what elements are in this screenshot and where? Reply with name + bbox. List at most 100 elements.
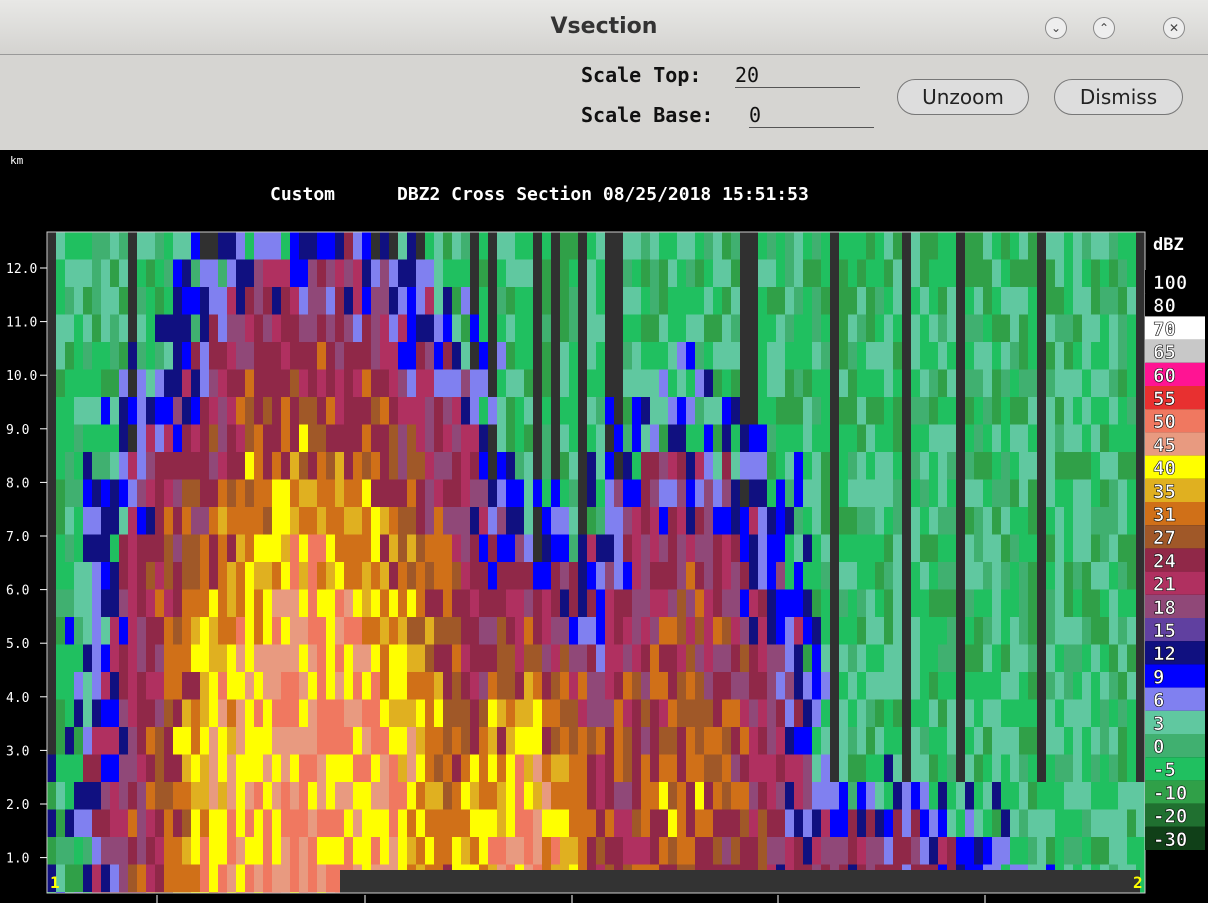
close[interactable]: ✕ xyxy=(1163,17,1185,39)
heat-cell xyxy=(209,590,218,618)
heat-cell xyxy=(497,837,506,865)
heat-cell xyxy=(479,370,488,398)
unzoom-button[interactable]: Unzoom xyxy=(897,79,1029,115)
heat-cell xyxy=(1064,590,1073,618)
dismiss-button[interactable]: Dismiss xyxy=(1054,79,1183,115)
heat-cell xyxy=(146,727,155,755)
heat-cell xyxy=(695,562,704,590)
heat-cell xyxy=(731,755,740,783)
heat-cell xyxy=(1100,837,1109,865)
heat-cell xyxy=(272,590,281,618)
heat-cell xyxy=(200,810,209,838)
heat-cell xyxy=(605,480,614,508)
heat-cell xyxy=(857,645,866,673)
heat-cell xyxy=(920,480,929,508)
heat-cell xyxy=(830,397,839,425)
heat-cell xyxy=(506,480,515,508)
heat-cell xyxy=(227,535,236,563)
heat-cell xyxy=(623,480,632,508)
heat-cell xyxy=(956,562,965,590)
heat-cell xyxy=(668,342,677,370)
heat-cell xyxy=(659,562,668,590)
scale-top-input[interactable]: 20 xyxy=(735,63,860,88)
heat-cell xyxy=(164,370,173,398)
heat-cell xyxy=(677,645,686,673)
heat-cell xyxy=(236,672,245,700)
heat-cell xyxy=(290,672,299,700)
heat-cell xyxy=(668,480,677,508)
heat-cell xyxy=(479,342,488,370)
heat-cell xyxy=(731,342,740,370)
heat-cell xyxy=(965,617,974,645)
scale-base-input[interactable]: 0 xyxy=(749,103,874,128)
heat-cell xyxy=(128,452,137,480)
heat-cell xyxy=(497,810,506,838)
heat-cell xyxy=(452,782,461,810)
heat-cell xyxy=(785,397,794,425)
heat-cell xyxy=(308,782,317,810)
heat-cell xyxy=(335,810,344,838)
heat-cell xyxy=(173,727,182,755)
heat-cell xyxy=(245,260,254,288)
heat-cell xyxy=(623,782,632,810)
heat-cell xyxy=(794,342,803,370)
heat-cell xyxy=(155,562,164,590)
heat-cell xyxy=(209,865,218,893)
heat-cell xyxy=(506,232,515,260)
heat-cell xyxy=(101,507,110,535)
heat-cell xyxy=(1028,590,1037,618)
heat-cell xyxy=(866,672,875,700)
heat-cell xyxy=(425,480,434,508)
heat-cell xyxy=(470,370,479,398)
heat-cell xyxy=(740,672,749,700)
heat-cell xyxy=(1019,590,1028,618)
heat-cell xyxy=(920,287,929,315)
heat-cell xyxy=(488,672,497,700)
heat-cell xyxy=(1127,507,1136,535)
heat-cell xyxy=(1073,480,1082,508)
heat-cell xyxy=(200,727,209,755)
heat-cell xyxy=(236,700,245,728)
heat-cell xyxy=(1055,672,1064,700)
heat-cell xyxy=(326,370,335,398)
heat-cell xyxy=(434,315,443,343)
heat-cell xyxy=(587,837,596,865)
heat-cell xyxy=(434,755,443,783)
minimize[interactable]: ⌄ xyxy=(1045,17,1067,39)
heat-cell xyxy=(812,397,821,425)
heat-cell xyxy=(281,700,290,728)
heat-cell xyxy=(587,755,596,783)
heat-cell xyxy=(785,287,794,315)
heat-cell xyxy=(740,342,749,370)
heat-cell xyxy=(560,535,569,563)
heat-cell xyxy=(281,645,290,673)
heat-cell xyxy=(938,480,947,508)
heat-cell xyxy=(677,342,686,370)
heat-cell xyxy=(920,700,929,728)
heat-cell xyxy=(272,397,281,425)
heat-cell xyxy=(254,837,263,865)
heat-cell xyxy=(785,507,794,535)
heat-cell xyxy=(785,315,794,343)
heat-cell xyxy=(389,672,398,700)
heat-cell xyxy=(92,260,101,288)
heat-cell xyxy=(767,810,776,838)
heat-cell xyxy=(1046,562,1055,590)
heat-cell xyxy=(389,370,398,398)
heat-cell xyxy=(776,260,785,288)
maximize[interactable]: ⌃ xyxy=(1093,17,1115,39)
heat-cell xyxy=(929,232,938,260)
heat-cell xyxy=(758,837,767,865)
heat-cell xyxy=(1028,645,1037,673)
heat-cell xyxy=(875,260,884,288)
heat-cell xyxy=(794,810,803,838)
heat-cell xyxy=(605,645,614,673)
heat-cell xyxy=(587,397,596,425)
heat-cell xyxy=(1127,260,1136,288)
heat-cell xyxy=(704,232,713,260)
heat-cell xyxy=(533,590,542,618)
heat-cell xyxy=(515,535,524,563)
heat-cell xyxy=(56,562,65,590)
heat-cell xyxy=(479,617,488,645)
heat-cell xyxy=(245,837,254,865)
